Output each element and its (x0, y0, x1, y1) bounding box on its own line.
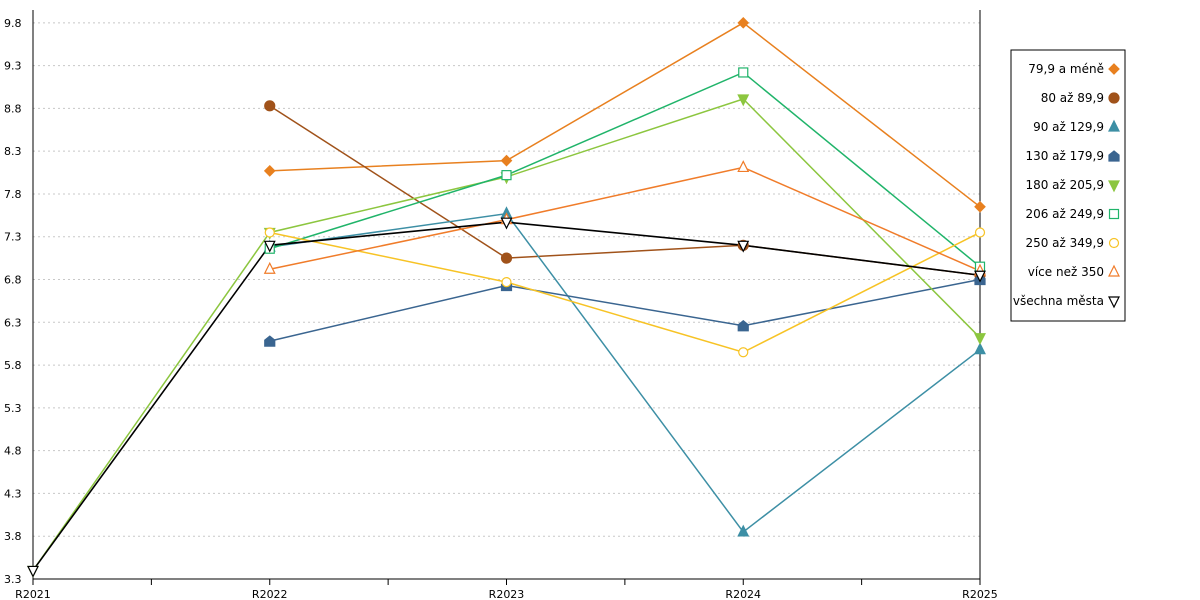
series-7-point (263, 261, 276, 274)
series-lines (32, 21, 981, 571)
series-7-line (269, 166, 981, 272)
y-tick-label: 3.3 (4, 573, 22, 586)
legend-label: 206 až 249,9 (1025, 207, 1104, 221)
series-5-line (269, 71, 981, 268)
series-4-point (737, 94, 750, 107)
series-6-point (738, 347, 749, 358)
series-2-point (974, 342, 986, 355)
series-4-point (974, 333, 986, 346)
legend-box (1010, 49, 1126, 322)
series-2-line (269, 212, 981, 533)
y-tick-label: 9.8 (4, 17, 22, 30)
y-tick-label: 8.8 (4, 102, 22, 115)
series-8-point (737, 240, 750, 253)
x-tick-label: R2025 (962, 588, 998, 600)
series-8-point (500, 217, 513, 230)
series-6-point (974, 227, 986, 238)
series-8-point (974, 270, 986, 283)
y-tick-label: 5.3 (4, 402, 22, 415)
y-tick-label: 6.3 (4, 316, 22, 329)
legend-label: 79,9 a méně (1028, 62, 1104, 76)
y-tick-label: 9.3 (4, 60, 22, 73)
y-tick-label: 7.8 (4, 188, 22, 201)
legend-label: 130 až 179,9 (1025, 149, 1104, 163)
series-0-point (974, 200, 986, 213)
legend-marker (1108, 237, 1120, 249)
series-0-point (263, 165, 276, 177)
series-6-point (501, 276, 512, 288)
series-1-line (269, 105, 981, 276)
series-1-point (264, 100, 276, 112)
series-6-point (264, 227, 275, 238)
legend-marker (1108, 264, 1120, 277)
legend-label: všechna města (1013, 294, 1104, 308)
series-6-line (269, 231, 981, 354)
series-5-point (738, 67, 749, 78)
x-tick-label: R2024 (725, 588, 761, 600)
series-2-point (737, 524, 750, 537)
series-8-line (32, 221, 981, 571)
x-tick-label: R2023 (489, 588, 525, 600)
y-tick-label: 4.3 (4, 487, 22, 500)
legend-label: více než 350 (1028, 265, 1104, 279)
series-8-point (263, 240, 276, 253)
x-axis-ticks: R2021 R2022 R2023 R2024 R2025 (15, 579, 998, 600)
legend: 79,9 a méně 80 až 89,9 90 až 129,9 130 až 1… (1010, 49, 1126, 322)
series-3-point (264, 335, 276, 347)
series-5-point (501, 170, 512, 181)
y-axis-ticks: 3.3 3.8 4.3 4.8 5.3 5.8 6.3 6.8 7.3 7.8 8.3 8.8 9.3 9… (4, 17, 22, 586)
legend-marker (1108, 208, 1120, 220)
series-1-point (500, 252, 513, 264)
y-tick-label: 6.8 (4, 274, 22, 287)
legend-label: 250 až 349,9 (1025, 236, 1104, 250)
legend-label: 80 až 89,9 (1041, 91, 1104, 105)
series-8-point (27, 565, 39, 578)
legend-marker (1108, 92, 1120, 104)
y-tick-label: 4.8 (4, 445, 22, 458)
series-markers (27, 16, 986, 578)
x-tick-label: R2021 (15, 588, 51, 600)
series-3-line (269, 278, 981, 342)
x-tick-label: R2022 (252, 588, 288, 600)
y-tick-label: 7.3 (4, 231, 22, 244)
legend-marker (1108, 63, 1120, 75)
series-4-line (32, 98, 981, 571)
legend-marker (1108, 180, 1120, 193)
axes (32, 10, 981, 580)
y-tick-label: 5.8 (4, 359, 22, 372)
series-0-line (269, 21, 981, 208)
legend-marker (1108, 296, 1120, 309)
legend-marker (1108, 150, 1120, 162)
series-7-point (737, 160, 750, 173)
legend-label: 90 až 129,9 (1033, 120, 1104, 134)
legend-marker (1108, 119, 1120, 132)
series-3-point (737, 319, 749, 332)
legend-label: 180 až 205,9 (1025, 178, 1104, 192)
series-0-point (500, 154, 513, 167)
series-0-point (737, 16, 750, 29)
y-tick-label: 3.8 (4, 530, 22, 543)
y-tick-label: 8.3 (4, 145, 22, 158)
